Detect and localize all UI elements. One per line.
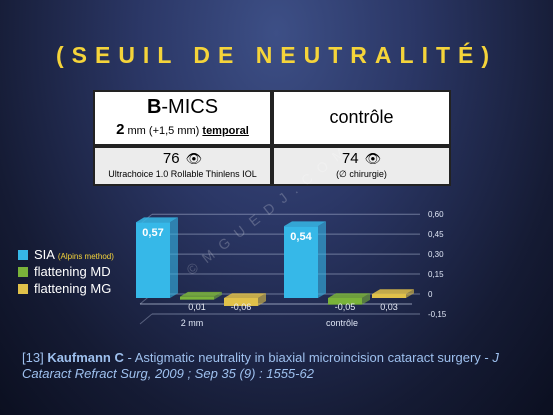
y-tick-label: 0,15 <box>428 270 444 279</box>
ref-journal: J Cataract Refract Surg, 2009 ; Sep 35 (… <box>22 350 499 381</box>
bmics-count-cell: 76 👁 Ultrachoice 1.0 Rollable Thinlens IO… <box>93 146 272 186</box>
bar-top <box>224 293 266 298</box>
y-tick-label: -0,15 <box>428 310 447 319</box>
bar-top <box>136 217 178 223</box>
legend-swatch <box>18 284 28 294</box>
bmics-patient-count: 76 <box>162 150 180 167</box>
bar <box>328 298 362 305</box>
data-label: -0,05 <box>335 302 356 312</box>
bar-side <box>170 217 178 298</box>
data-label: 0,03 <box>380 302 398 312</box>
control-label: contrôle <box>329 107 394 127</box>
data-label: 0,54 <box>290 231 312 243</box>
x-category-label: 2 mm <box>181 318 204 328</box>
ref-title: - Astigmatic neutrality in biaxial micro… <box>123 350 489 365</box>
bmics-bold-letter: B <box>146 96 162 118</box>
legend-swatch <box>18 250 28 260</box>
gridline-depth <box>139 313 153 325</box>
legend-item-md: flattening MD <box>18 264 111 279</box>
data-label: 0,01 <box>188 302 206 312</box>
x-category-label: contrôle <box>326 318 358 328</box>
eye-icon: 👁 <box>364 151 382 166</box>
bar-side <box>362 293 370 305</box>
iol-name: Ultrachoice 1.0 Rollable Thinlens IOL <box>108 169 257 179</box>
incision-info: 2 mm (+1,5 mm) temporal <box>95 121 270 138</box>
bar-side <box>318 221 326 298</box>
legend-item-sia: SIA (Alpins method) <box>18 247 114 262</box>
bar <box>136 222 170 298</box>
ref-index: [13] <box>22 350 44 365</box>
legend-swatch <box>18 267 28 277</box>
slide-title: (SEUIL DE NEUTRALITÉ) <box>55 42 498 68</box>
legend-label: SIA <box>34 247 55 262</box>
data-label: -0,06 <box>231 302 252 312</box>
control-header-cell: contrôle <box>272 90 451 146</box>
y-tick-label: 0 <box>428 290 433 299</box>
bar-top <box>372 289 414 295</box>
bar-top <box>284 221 326 227</box>
legend-label: flattening MD <box>34 264 111 279</box>
bmics-label: B-MICS <box>95 96 270 119</box>
y-tick-label: 0,30 <box>428 250 444 259</box>
eye-icon: 👁 <box>185 151 203 166</box>
incision-unit: mm <box>127 125 146 137</box>
bmics-rest: -MICS <box>161 96 219 118</box>
control-note: (∅ chirurgie) <box>336 169 387 179</box>
y-tick-label: 0,60 <box>428 210 444 219</box>
bmics-header-cell: B-MICS 2 mm (+1,5 mm) temporal <box>93 90 272 146</box>
reference: [13] Kaufmann C - Astigmatic neutrality … <box>22 350 542 382</box>
incision-size: 2 <box>116 121 125 138</box>
bar-side <box>214 291 222 300</box>
data-label: 0,57 <box>142 227 163 239</box>
incision-extra: (+1,5 mm) <box>148 125 200 137</box>
bar-side <box>406 289 414 298</box>
legend-note: (Alpins method) <box>57 252 114 261</box>
bar-top <box>328 293 370 298</box>
bar <box>180 296 214 300</box>
bar <box>284 226 318 298</box>
bar-top <box>180 291 222 297</box>
bar <box>372 294 406 298</box>
bar-chart: 0,60 0,45 0,30 0,15 0 -0,15 2 mm contrôle 0,57 0,… <box>136 210 447 328</box>
incision-location: temporal <box>202 125 249 137</box>
control-patient-count: 74 <box>341 150 359 167</box>
legend-item-mg: flattening MG <box>18 281 111 296</box>
comparison-table: B-MICS 2 mm (+1,5 mm) temporal contrôle … <box>93 90 451 186</box>
legend-label: flattening MG <box>34 281 112 296</box>
ref-author: Kaufmann C <box>47 350 124 365</box>
y-tick-label: 0,45 <box>428 230 444 239</box>
control-count-cell: 74 👁 (∅ chirurgie) <box>272 146 451 186</box>
bar-side <box>258 293 266 306</box>
bar <box>224 298 258 306</box>
